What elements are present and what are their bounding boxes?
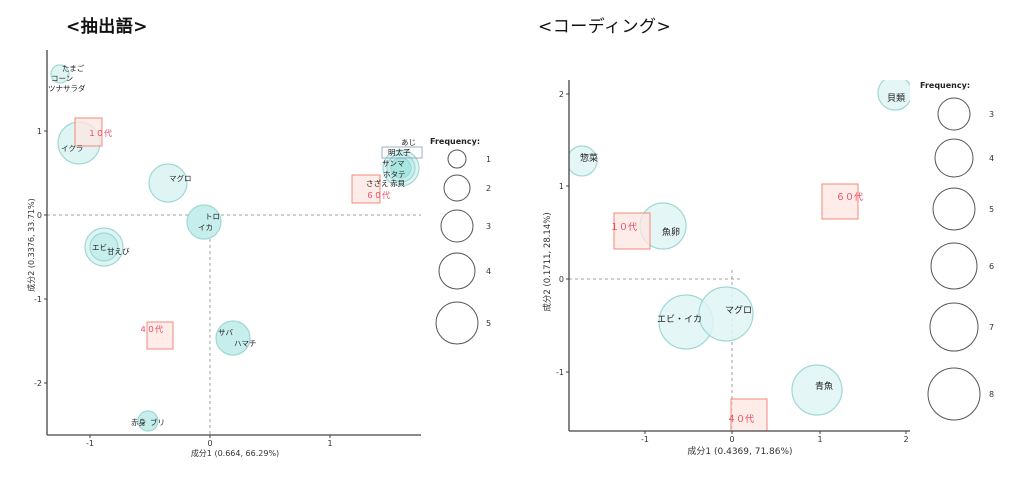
bubble-amaebi: [89, 232, 119, 262]
group-label: １０代: [88, 128, 112, 138]
right-chart-title: <コーディング>: [538, 17, 672, 37]
y-tick-label: 1: [559, 182, 564, 191]
label-box-mentaiko: [381, 146, 423, 159]
right-legend: Frequency: 3 4 5 6 7 8: [920, 81, 994, 421]
right-code-labels: 貝類 惣菜 魚卵 エビ・イカ マグロ 青魚: [580, 93, 905, 392]
group-square-10s: [74, 117, 103, 147]
group-square-60s: [351, 174, 381, 204]
left-y-axis-label: 成分2 (0.3376, 33.71%): [26, 198, 36, 291]
x-tick-label: 2: [903, 435, 908, 444]
bubble-souzai: [569, 145, 598, 177]
x-tick-label: -1: [641, 435, 649, 444]
word-label: 赤貝: [390, 179, 405, 188]
y-tick-label: 0: [37, 211, 42, 220]
code-label: 惣菜: [580, 152, 598, 164]
word-label: ハマチ: [234, 339, 257, 348]
x-tick-label: 0: [207, 439, 212, 448]
group-label: １０代: [610, 222, 637, 233]
legend-value: 1: [486, 155, 491, 164]
left-plot-area: たまご コーン ツナサラダ イクラ マグロ トロ イカ エビ 甘えび サバ ハマ…: [26, 50, 491, 458]
legend-value: 5: [989, 205, 994, 214]
word-label: エビ: [92, 243, 107, 252]
group-label: ６０代: [366, 190, 390, 200]
bubble-tamago: [50, 64, 70, 84]
group-label: ４０代: [139, 324, 163, 334]
code-label: 貝類: [887, 93, 905, 104]
word-label: サバ: [218, 328, 233, 337]
legend-value: 4: [989, 154, 994, 163]
legend-value: 2: [486, 184, 491, 193]
word-label: イカ: [198, 223, 213, 232]
left-x-ticks: -1 0 1: [86, 439, 333, 448]
word-label: あじ: [401, 138, 416, 147]
y-tick-label: -1: [556, 368, 564, 377]
x-tick-label: 1: [327, 439, 332, 448]
left-group-squares: [74, 117, 381, 350]
word-label: コーン: [51, 74, 73, 83]
right-y-axis-label: 成分2 (0.1711, 28.14%): [542, 212, 553, 311]
left-word-labels: たまご コーン ツナサラダ イクラ マグロ トロ イカ エビ 甘えび サバ ハマ…: [48, 63, 416, 427]
word-label: マグロ: [169, 173, 192, 183]
right-x-ticks: -1 0 1 2: [641, 435, 909, 444]
word-label: イクラ: [61, 144, 83, 153]
bubble-maguro: [148, 163, 188, 203]
legend-value: 3: [989, 110, 994, 119]
right-group-squares: [613, 183, 859, 432]
group-square-60s: [821, 183, 859, 220]
word-label: ホタテ: [383, 170, 406, 179]
left-y-ticks: 1 0 -1 -2: [34, 127, 42, 388]
group-label: ４０代: [727, 414, 754, 425]
word-label: サンマ: [382, 159, 405, 168]
right-bubbles: [569, 80, 910, 416]
legend-title: Frequency:: [430, 137, 480, 146]
code-label: 魚卵: [662, 226, 680, 238]
y-tick-label: 2: [559, 90, 564, 99]
group-square-40s: [146, 321, 174, 350]
y-tick-label: -2: [34, 379, 42, 388]
left-chart-title: <抽出語>: [66, 17, 148, 37]
right-y-ticks: 2 1 0 -1: [556, 90, 564, 377]
right-group-labels: １０代 ４０代 ６０代: [610, 192, 863, 425]
x-tick-label: 1: [817, 435, 822, 444]
word-label: たまご: [62, 63, 85, 73]
bubble-maguro-r: [698, 286, 754, 342]
word-label: ツナサラダ: [48, 83, 86, 93]
legend-value: 4: [486, 267, 491, 276]
y-tick-label: 0: [559, 275, 564, 284]
bubble-aozakana: [791, 364, 843, 416]
left-bubbles: [50, 64, 420, 432]
legend-value: 7: [989, 323, 994, 332]
code-label: マグロ: [725, 304, 752, 316]
bubble-kairui: [877, 80, 910, 111]
right-x-axis-label: 成分1 (0.4369, 71.86%): [687, 445, 792, 457]
legend-title: Frequency:: [920, 81, 970, 90]
y-tick-label: -1: [34, 295, 42, 304]
legend-value: 3: [486, 222, 491, 231]
legend-value: 6: [989, 262, 994, 271]
y-tick-label: 1: [37, 127, 42, 136]
left-legend: Frequency: 1 2 3 4 5: [430, 137, 491, 345]
group-square-40s: [730, 398, 768, 432]
group-square-10s: [613, 212, 651, 250]
bubble-saba-hamachi: [215, 320, 251, 356]
group-label: ６０代: [836, 192, 863, 203]
word-label: 明太子: [388, 147, 411, 157]
word-label: さざえ: [366, 178, 389, 188]
word-label: トロ: [205, 212, 220, 221]
code-label: エビ・イカ: [657, 314, 702, 325]
legend-value: 5: [486, 319, 491, 328]
right-plot-area: 貝類 惣菜 魚卵 エビ・イカ マグロ 青魚 １０代 ４０代 ６０代 -1 0 1…: [542, 80, 994, 457]
left-x-axis-label: 成分1 (0.664, 66.29%): [191, 448, 279, 458]
x-tick-label: 0: [729, 435, 734, 444]
legend-value: 8: [989, 390, 994, 399]
word-label: 赤身: [131, 417, 146, 427]
left-group-labels: １０代 ４０代 ６０代: [88, 128, 390, 334]
word-label: ブリ: [150, 417, 165, 427]
code-label: 青魚: [815, 380, 833, 392]
bubble-akami-buri: [137, 410, 159, 432]
bubble-toro-ika: [186, 204, 222, 240]
x-tick-label: -1: [86, 439, 94, 448]
word-label: 甘えび: [107, 246, 130, 256]
